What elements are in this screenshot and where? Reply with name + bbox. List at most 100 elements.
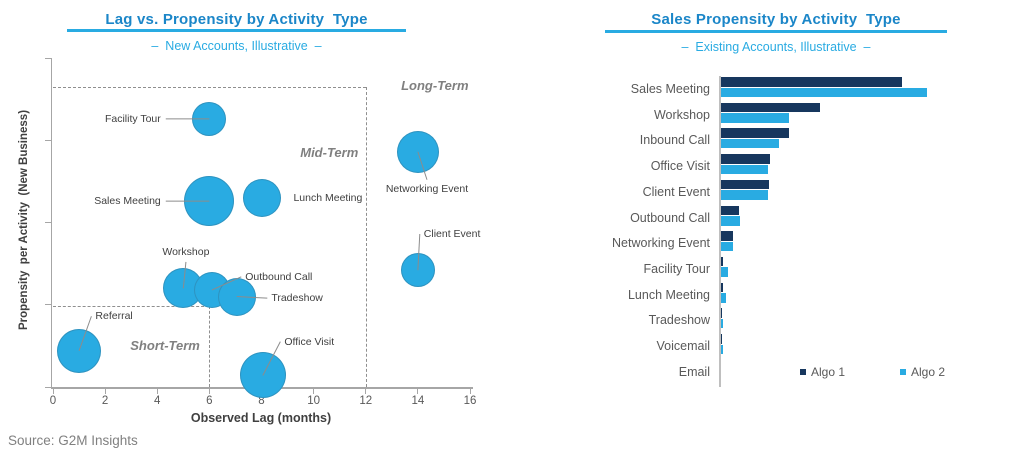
bar-algo-1-workshop: [721, 102, 820, 113]
bar-category-label-lunch-meeting: Lunch Meeting: [627, 287, 710, 302]
source-note: Source: G2M Insights: [8, 433, 138, 448]
x-tick: [313, 388, 315, 394]
bar-chart-subtitle: – Existing Accounts, Illustrative –: [681, 40, 871, 54]
legend-swatch-algo1: [800, 369, 806, 375]
bubble-label-office-visit: Office Visit: [284, 335, 335, 348]
bar-algo-1-office-visit: [721, 154, 771, 164]
bar-chart-title-underline: [605, 30, 947, 33]
bubble-networking-event: [396, 130, 439, 173]
bar-algo-1-facility-tour: [721, 256, 723, 267]
bar-chart-axis-line: [719, 76, 721, 387]
bubble-label-referral: Referral: [95, 310, 133, 323]
legend-label-algo1: Algo 1: [811, 365, 846, 379]
x-tick: [52, 388, 54, 394]
x-tick-label: 8: [258, 395, 265, 407]
leader-line-client-event: [417, 233, 421, 271]
bar-chart-title: Sales Propensity by Activity Type: [651, 11, 901, 28]
quadrant-label-long-term: Long-Term: [401, 77, 469, 93]
y-tick: [45, 57, 51, 59]
x-tick: [208, 388, 210, 394]
bubble-office-visit: [239, 352, 286, 399]
bubble-chart-title-underline: [67, 29, 406, 32]
bubble-chart-subtitle: – New Accounts, Illustrative –: [151, 39, 322, 53]
x-tick-label: 2: [101, 395, 109, 407]
leader-line-networking-event: [417, 151, 428, 180]
bubble-lunch-meeting: [242, 178, 281, 217]
leader-lines: [78, 118, 428, 376]
bar-algo-2-networking-event: [721, 241, 734, 252]
legend-item-algo2: Algo 2: [900, 364, 945, 380]
x-tick-label: 10: [307, 395, 321, 407]
leader-line-tradeshow: [236, 296, 268, 299]
y-tick: [45, 139, 51, 141]
x-tick: [156, 388, 158, 394]
x-tick-label: 12: [359, 395, 373, 407]
x-tick: [365, 388, 367, 394]
bubble-label-outbound-call: Outbound Call: [245, 270, 313, 283]
bar-algo-2-sales-meeting: [721, 87, 927, 97]
legend-swatch-algo2: [900, 369, 906, 375]
quadrant-dashed-line: [209, 306, 211, 387]
bubble-chart-y-axis-label: Propensity per Activity (New Business): [18, 109, 30, 331]
bar-algo-2-outbound-call: [721, 216, 740, 226]
bubble-label-networking-event: Networking Event: [385, 182, 469, 195]
leader-line-office-visit: [262, 341, 281, 376]
bar-algo-1-client-event: [721, 179, 770, 190]
quadrant-dashed-line: [53, 86, 366, 88]
bar-algo-2-inbound-call: [721, 138, 779, 149]
bubble-plot-area: 0 2 4 6 8 10 12 14 16 Long-Term Mid-Term Short-Term…: [45, 57, 480, 407]
x-tick-label: 14: [411, 395, 425, 407]
x-tick-label: 6: [206, 395, 213, 407]
bar-category-label-office-visit: Office Visit: [650, 159, 710, 174]
legend-item-algo1: Algo 1: [800, 364, 845, 380]
y-axis-line: [50, 58, 52, 389]
bubble-label-sales-meeting: Sales Meeting: [94, 195, 161, 208]
bar-algo-2-client-event: [721, 190, 769, 200]
quadrant-dashed-line: [365, 86, 367, 387]
bar-category-label-email: Email: [678, 364, 710, 379]
bubble-chart-panel: Lag vs. Propensity by Activity Type – Ne…: [18, 11, 480, 425]
bar-algo-1-sales-meeting: [721, 77, 903, 87]
x-tick: [469, 388, 471, 394]
bar-algo-1-voicemail: [721, 334, 722, 344]
legend-label-algo2: Algo 2: [911, 365, 946, 379]
bar-algo-1-outbound-call: [721, 205, 739, 215]
bar-algo-1-networking-event: [721, 231, 734, 241]
leader-line-outbound-call: [211, 276, 242, 291]
bar-category-label-inbound-call: Inbound Call: [639, 133, 710, 148]
bar-algo-1-tradeshow: [721, 308, 722, 318]
x-tick: [417, 388, 419, 394]
leader-line-workshop: [182, 261, 187, 289]
x-tick-label: 16: [463, 395, 477, 407]
bar-algo-2-office-visit: [721, 164, 769, 175]
bar-algo-2-tradeshow: [721, 318, 723, 329]
leader-line-referral: [78, 316, 92, 351]
y-tick: [45, 222, 51, 223]
bar-algo-1-lunch-meeting: [721, 282, 723, 293]
quadrant-label-mid-term: Mid-Term: [300, 145, 359, 161]
bar-algo-2-workshop: [721, 113, 789, 123]
bubble-label-facility-tour: Facility Tour: [104, 112, 161, 125]
y-tick: [45, 386, 51, 388]
bubble-label-workshop: Workshop: [162, 245, 210, 258]
bar-category-label-workshop: Workshop: [653, 107, 710, 122]
bar-category-label-networking-event: Networking Event: [612, 236, 710, 251]
quadrant-label-short-term: Short-Term: [130, 337, 200, 353]
bar-algo-2-facility-tour: [721, 267, 729, 277]
y-tick: [45, 304, 51, 306]
bubble-tradeshow: [217, 277, 256, 316]
bubble-chart-title: Lag vs. Propensity by Activity Type: [105, 11, 368, 28]
quadrant-dashed-line: [53, 306, 210, 308]
bar-category-label-voicemail: Voicemail: [656, 339, 711, 353]
x-tick-label: 0: [49, 395, 57, 407]
bar-category-label-client-event: Client Event: [642, 184, 710, 199]
bar-algo-2-voicemail: [721, 344, 723, 354]
bar-category-label-outbound-call: Outbound Call: [630, 210, 710, 225]
bubble-chart-x-axis-label: Observed Lag (months): [190, 411, 332, 425]
bubble-label-lunch-meeting: Lunch Meeting: [293, 191, 363, 204]
bar-algo-2-lunch-meeting: [721, 293, 727, 303]
x-tick: [104, 388, 106, 394]
bar-category-label-sales-meeting: Sales Meeting: [630, 82, 710, 96]
x-tick-label: 4: [154, 395, 161, 407]
